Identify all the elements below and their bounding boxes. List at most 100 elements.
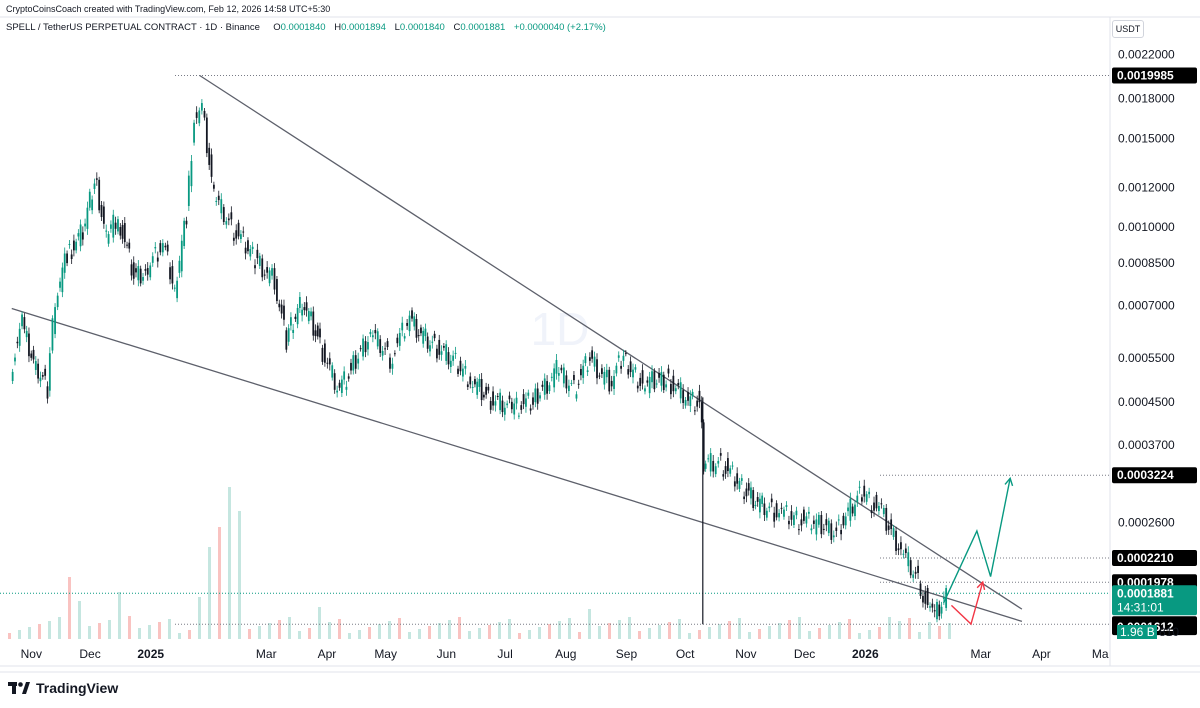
y-tick-label: 0.0018000 [1118, 91, 1175, 105]
candle [63, 253, 66, 273]
candle [660, 372, 663, 386]
candle [768, 506, 771, 509]
candle [938, 604, 941, 617]
candle [752, 490, 755, 509]
volume-bar [858, 633, 861, 639]
candle [844, 516, 847, 526]
candle [462, 368, 464, 377]
candle [575, 394, 578, 399]
candle [232, 237, 235, 241]
candle [591, 350, 594, 359]
candle [747, 483, 750, 491]
candle [276, 279, 278, 302]
candle [892, 528, 895, 537]
y-tick-label: 0.0002600 [1118, 515, 1175, 529]
candle [832, 535, 835, 538]
volume-bar [18, 630, 21, 639]
candle [305, 302, 308, 311]
volume-bar [728, 621, 731, 639]
candle [536, 388, 539, 404]
candle [763, 503, 766, 516]
volume-tag-suffix: 810 [1159, 625, 1179, 639]
volume-bar [358, 630, 361, 639]
candle [187, 175, 190, 207]
candle [357, 358, 360, 364]
volume-tag-bg [1117, 625, 1157, 639]
candle [389, 357, 391, 369]
candle [714, 466, 717, 475]
close-label: C [453, 22, 461, 33]
volume-bar [418, 629, 421, 639]
candle [235, 230, 238, 239]
candle [44, 368, 47, 376]
candle [126, 244, 128, 246]
candle [489, 400, 492, 410]
candle [620, 365, 622, 369]
candle [195, 112, 198, 118]
candle [469, 376, 472, 385]
candle [422, 330, 425, 344]
candle [237, 222, 240, 237]
volume-bar [208, 547, 211, 639]
candle [743, 496, 746, 500]
y-tick-label: 0.0010000 [1118, 220, 1175, 234]
volume-bar [108, 620, 111, 639]
candle [86, 207, 89, 229]
candle [457, 368, 459, 374]
candle [553, 368, 556, 388]
candle [788, 520, 790, 525]
candle [729, 468, 732, 474]
volume-bar [398, 618, 401, 639]
volume-bar [148, 625, 151, 639]
x-tick-label: Oct [676, 647, 695, 661]
candle [672, 375, 675, 392]
candle [340, 379, 343, 394]
interval-watermark: 1D [531, 303, 590, 355]
candle [81, 232, 84, 240]
currency-unit-button[interactable]: USDT [1112, 20, 1144, 38]
candle [933, 610, 936, 612]
volume-bar [318, 607, 321, 639]
candle [132, 262, 135, 279]
candle [222, 207, 225, 222]
volume-bar [608, 623, 611, 639]
candle [919, 583, 922, 596]
candle [161, 243, 164, 253]
volume-bar [28, 627, 31, 639]
candle [364, 341, 367, 353]
candle [21, 314, 23, 327]
volume-bar [468, 631, 471, 639]
candle [310, 311, 312, 317]
candle [217, 195, 220, 201]
candle [909, 560, 912, 576]
price-level-tag-bg [1112, 467, 1197, 484]
candle [494, 401, 497, 406]
candle [754, 504, 757, 506]
candle [712, 460, 715, 472]
candle [902, 553, 905, 555]
candle [691, 391, 694, 397]
volume-bar [188, 630, 191, 639]
x-tick-label: 2026 [852, 647, 879, 661]
volume-bar [668, 622, 671, 639]
candle [795, 510, 798, 516]
volume-bar [528, 630, 531, 639]
candle [724, 466, 727, 474]
candle [417, 335, 420, 337]
low-value: 0.0001840 [399, 22, 445, 33]
candle [636, 385, 639, 389]
price-level-tag-bg [1112, 549, 1197, 566]
candle [256, 249, 259, 259]
volume-bar [648, 628, 651, 639]
candle [478, 379, 481, 387]
candle [166, 244, 169, 252]
candle [890, 519, 893, 530]
candle [761, 495, 764, 504]
candle [354, 355, 357, 369]
candle [868, 491, 871, 495]
price-level-tag: 0.0003224 [1117, 468, 1174, 482]
x-tick-label: Ma [1092, 647, 1109, 661]
candle [610, 380, 613, 387]
candle [110, 224, 112, 229]
